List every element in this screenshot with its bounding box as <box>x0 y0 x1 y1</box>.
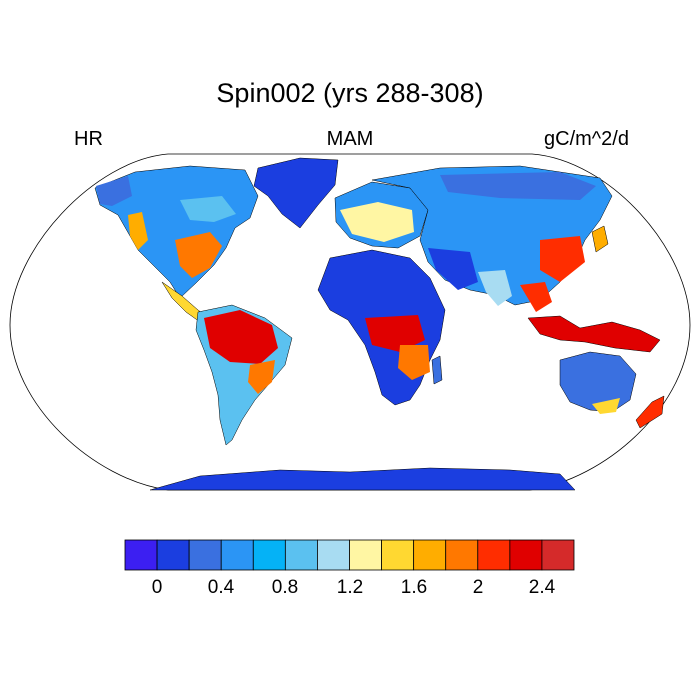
colorbar-swatch <box>317 539 350 571</box>
hotspot-west-coast <box>128 212 148 250</box>
hotspot-brazil-east <box>248 360 275 394</box>
colorbar-swatch <box>445 539 479 571</box>
hotspot-east-asia <box>540 236 585 282</box>
colorbar-swatch <box>156 539 190 571</box>
hotspot-australia-coast <box>592 398 620 414</box>
landmass-new-zealand <box>635 395 665 429</box>
colorbar-swatch <box>541 539 575 571</box>
colorbar-swatch <box>413 539 447 571</box>
colorbar-swatch <box>477 539 511 571</box>
hotspot-siberia <box>440 172 596 200</box>
landmass-indonesia <box>527 315 661 353</box>
hotspot-middle-east <box>428 248 478 290</box>
hotspot-central-africa <box>365 315 425 352</box>
season-label: MAM <box>326 128 374 150</box>
colorbar-swatch <box>220 539 254 571</box>
landmass-greenland <box>253 157 339 229</box>
colorbar-tick-label: 2.4 <box>528 577 556 598</box>
landmass-japan <box>591 225 609 253</box>
hotspot-eastern-us <box>175 232 222 278</box>
variable-label: HR <box>74 128 103 150</box>
colorbar-swatch <box>188 539 222 571</box>
landmass-australia <box>559 351 637 413</box>
landmass-madagascar <box>431 355 443 385</box>
units-label: gC/m^2/d <box>544 128 629 150</box>
colorbar-tick-label: 1.2 <box>336 577 364 598</box>
hotspot-southeast-asia <box>520 282 552 312</box>
hotspot-east-africa <box>398 345 430 380</box>
landmass-alaska <box>96 176 132 206</box>
hotspot-amazon <box>204 310 278 364</box>
colorbar-tick-label: 1.6 <box>400 577 428 598</box>
colorbar-swatch <box>381 539 415 571</box>
colorbar-swatch <box>252 539 286 571</box>
colorbar-tick-label: 2 <box>472 577 484 598</box>
colorbar-swatch <box>509 539 543 571</box>
chart-title: Spin002 (yrs 288-308) <box>216 78 484 108</box>
hotspot-europe <box>340 202 414 242</box>
colorbar-tick-label: 0.4 <box>207 577 235 598</box>
colorbar-swatch <box>124 539 158 571</box>
hotspot-india <box>478 270 512 306</box>
colorbar-swatch <box>284 539 318 571</box>
landmass-antarctica <box>149 467 576 491</box>
colorbar-tick-label: 0.8 <box>271 577 299 598</box>
hotspot-canada <box>180 196 236 222</box>
colorbar-swatch <box>349 539 382 571</box>
colorbar-tick-label: 0 <box>151 577 163 598</box>
